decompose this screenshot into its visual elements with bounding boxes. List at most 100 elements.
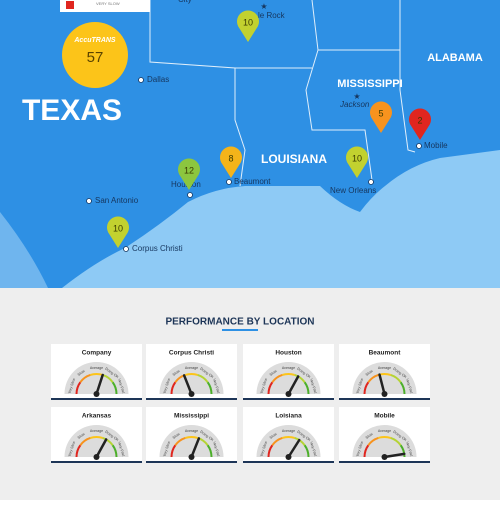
gauge-label: Slow bbox=[365, 369, 374, 377]
gauge-label: Average bbox=[90, 366, 103, 370]
gauge-label: Average bbox=[282, 366, 295, 370]
gauge-label: Very Fast bbox=[405, 441, 413, 457]
pin-value: 12 bbox=[184, 165, 194, 175]
gauge-segment bbox=[282, 373, 295, 376]
state-label: LOUISIANA bbox=[261, 152, 327, 166]
city-dot bbox=[416, 143, 422, 149]
pin bbox=[236, 10, 259, 42]
gauge-ring bbox=[352, 425, 417, 457]
gauge-ring bbox=[159, 425, 224, 457]
pin bbox=[220, 146, 242, 178]
gauge-label: Average bbox=[90, 429, 103, 433]
gauge-segment bbox=[303, 381, 310, 394]
gauge-segment bbox=[75, 444, 82, 457]
gauge-segment bbox=[267, 381, 274, 394]
gauge-label: Average bbox=[282, 429, 295, 433]
gauge-ring bbox=[64, 362, 129, 394]
badge-value: 57 bbox=[87, 49, 104, 66]
card-bottom bbox=[339, 398, 430, 400]
card-bottom bbox=[243, 461, 334, 463]
gauge-segment bbox=[111, 444, 118, 457]
gauge-label: Very Slow bbox=[162, 440, 171, 457]
gauge-segment bbox=[75, 381, 82, 394]
card-name: Beaumont bbox=[369, 350, 402, 357]
city-dot bbox=[123, 246, 129, 252]
gauge-label: Slow bbox=[77, 432, 86, 440]
card-name: Corpus Christi bbox=[169, 350, 214, 357]
card-name: Mississippi bbox=[174, 413, 209, 420]
legend-box bbox=[60, 0, 150, 12]
card-name: Company bbox=[82, 350, 112, 357]
city-label: San Antonio bbox=[95, 196, 139, 205]
needle-hub bbox=[188, 391, 195, 397]
gauge-segment bbox=[102, 374, 114, 383]
city-label: New Orleans bbox=[330, 186, 376, 195]
gauge-segment bbox=[267, 444, 274, 457]
gauge-label: Very Slow bbox=[162, 377, 171, 394]
city-dot bbox=[368, 179, 374, 185]
gauge-segment bbox=[282, 436, 295, 439]
gauge-label: Average bbox=[185, 429, 198, 433]
gauge-segment bbox=[174, 374, 186, 383]
gauge-label: Very Fast bbox=[212, 441, 220, 457]
gauge-label: Slow bbox=[269, 432, 278, 440]
gauge-segment bbox=[197, 437, 209, 446]
gauge-needle bbox=[383, 452, 406, 459]
pin bbox=[178, 158, 200, 190]
gauge-needle bbox=[95, 438, 108, 459]
city-label: Dallas bbox=[147, 75, 169, 84]
pin-value: 2 bbox=[417, 115, 422, 125]
gauge-segment bbox=[390, 374, 402, 383]
gulf bbox=[62, 150, 500, 288]
needle-hub bbox=[285, 391, 292, 397]
state-label: TEXAS bbox=[22, 94, 122, 127]
gauge-segment bbox=[367, 437, 379, 446]
city-dot bbox=[138, 77, 144, 83]
gauge-label: Slow bbox=[172, 432, 181, 440]
gauge-label: Average bbox=[185, 366, 198, 370]
gauge-segment bbox=[185, 373, 198, 376]
capital-star: ★ bbox=[353, 92, 360, 101]
gauge-segment bbox=[363, 444, 370, 457]
legend-label: VERY SLOW bbox=[96, 1, 120, 6]
pin-value: 10 bbox=[113, 223, 123, 233]
gauge-label: Very Slow bbox=[259, 440, 268, 457]
card-name: Arkansas bbox=[82, 413, 112, 420]
gauge-segment bbox=[197, 374, 209, 383]
gauge-segment bbox=[378, 373, 391, 376]
city-label: Beaumont bbox=[234, 177, 271, 186]
city-dot bbox=[86, 198, 92, 204]
pin-value: 10 bbox=[243, 17, 253, 27]
city-label: Corpus Christi bbox=[132, 244, 183, 253]
gauge-label: Very Fast bbox=[405, 378, 413, 394]
gauge-needle bbox=[287, 375, 300, 396]
capital-star: ★ bbox=[260, 2, 267, 11]
badge-brand: AccuTRANS bbox=[73, 37, 116, 44]
pin-value: 10 bbox=[352, 153, 362, 163]
gauge-segment bbox=[303, 444, 310, 457]
gauge-needle bbox=[378, 373, 386, 396]
gauge-label: Very Slow bbox=[355, 377, 364, 394]
card-bottom bbox=[243, 398, 334, 400]
gauge-label: Very Fast bbox=[309, 378, 317, 394]
pin bbox=[409, 108, 432, 140]
card-bottom bbox=[146, 461, 237, 463]
needle-hub bbox=[381, 391, 388, 397]
gauge-ring bbox=[159, 362, 224, 394]
gauge-segment bbox=[170, 381, 177, 394]
pin bbox=[346, 146, 368, 178]
gauge-segment bbox=[79, 374, 91, 383]
needle-hub bbox=[285, 454, 292, 460]
gauge-label: Very Fast bbox=[117, 378, 125, 394]
gauge-label: Very Slow bbox=[67, 377, 76, 394]
gauge-needle bbox=[287, 438, 301, 459]
gauge-segment bbox=[294, 437, 306, 446]
gauge-segment bbox=[170, 444, 177, 457]
card-bottom bbox=[146, 398, 237, 400]
gauge-label: Very Fast bbox=[309, 441, 317, 457]
gauge-segment bbox=[271, 437, 283, 446]
pin-value: 5 bbox=[378, 108, 383, 118]
card-bottom bbox=[51, 398, 142, 400]
gauge-needle bbox=[95, 373, 104, 396]
